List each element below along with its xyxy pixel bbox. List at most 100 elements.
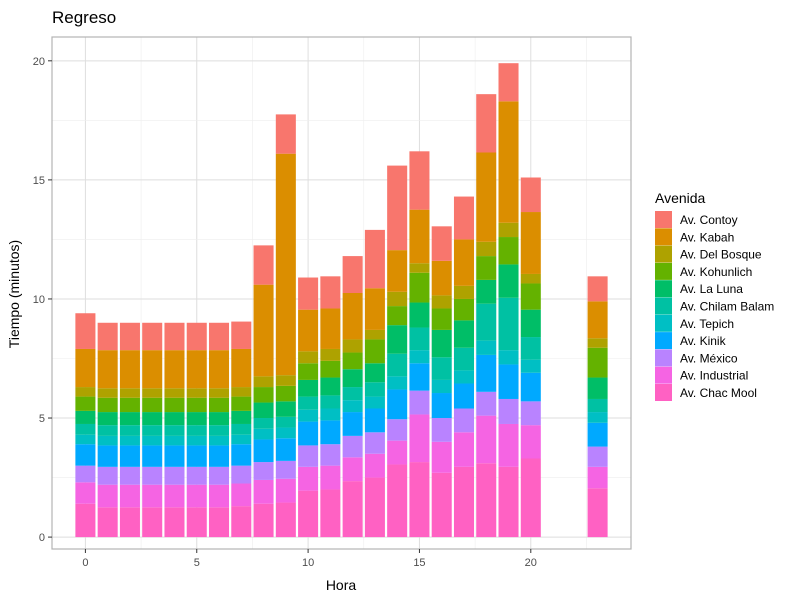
bar-segment <box>253 245 274 285</box>
bar-segment <box>142 397 163 413</box>
bar-segment <box>231 434 252 445</box>
bar-segment <box>97 322 118 351</box>
bar-segment <box>253 503 274 538</box>
bar-segment <box>431 379 452 394</box>
bar-segment <box>498 350 519 365</box>
bar-segment <box>342 457 363 482</box>
legend-label: Av. México <box>680 351 738 365</box>
bar-segment <box>409 302 430 328</box>
bar-segment <box>186 350 207 389</box>
bar-segment <box>75 465 96 483</box>
bar-segment <box>520 337 541 360</box>
bar-segment <box>208 412 230 426</box>
bar-segment <box>453 466 475 538</box>
bar-segment <box>97 445 118 467</box>
bar-segment <box>275 478 296 503</box>
bar-segment <box>164 445 185 467</box>
legend-label: Av. Industrial <box>680 369 748 383</box>
bar-segment <box>409 350 430 364</box>
bar-segment <box>231 506 252 538</box>
chart-title: Regreso <box>52 8 116 27</box>
bar-segment <box>253 376 274 388</box>
bar-segment <box>97 425 118 436</box>
bar-segment <box>453 285 475 299</box>
bar-segment <box>231 321 252 349</box>
bar-segment <box>409 151 430 210</box>
legend-swatch <box>655 262 672 280</box>
bar-segment <box>587 446 608 467</box>
bar-segment <box>387 306 408 326</box>
bar-segment <box>364 408 385 433</box>
bar-segment <box>186 466 207 485</box>
y-tick-label: 10 <box>33 294 45 306</box>
bar-segment <box>164 425 185 436</box>
bar-segment <box>364 382 385 397</box>
bar-segment <box>409 209 430 264</box>
bar-segment <box>476 340 497 355</box>
bar-segment <box>97 397 118 413</box>
bar-segment <box>97 466 118 485</box>
bar-segment <box>164 350 185 389</box>
bar-segment <box>453 196 475 240</box>
bar-segment <box>387 376 408 390</box>
legend-label: Av. La Luna <box>680 282 743 296</box>
x-tick-label: 10 <box>302 557 314 569</box>
legend-label: Av. Tepich <box>680 317 734 331</box>
bar-segment <box>208 350 230 389</box>
bar-segment <box>186 507 207 538</box>
bar-segment <box>253 402 274 419</box>
bar-segment <box>75 313 96 349</box>
bar-segment <box>431 308 452 330</box>
bar-segment <box>231 465 252 484</box>
bar-segment <box>587 488 608 538</box>
bar-segment <box>142 484 163 508</box>
bar-segment <box>186 445 207 467</box>
bar-segment <box>142 425 163 436</box>
bar-segment <box>142 412 163 426</box>
bar-segment <box>320 420 341 445</box>
bar-segment <box>409 363 430 391</box>
bar-segment <box>387 165 408 251</box>
bar-segment <box>342 400 363 413</box>
bars <box>75 63 608 538</box>
legend-title: Avenida <box>655 190 706 206</box>
bar-segment <box>253 284 274 377</box>
bar-segment <box>476 303 497 341</box>
x-tick-label: 15 <box>413 557 425 569</box>
bar-segment <box>208 507 230 538</box>
bar-segment <box>75 410 96 424</box>
bar-segment <box>342 293 363 340</box>
bar-segment <box>498 423 519 467</box>
bar-segment <box>320 408 341 421</box>
bar-segment <box>364 396 385 409</box>
bar-segment <box>587 466 608 489</box>
bar-segment <box>431 441 452 473</box>
bar-segment <box>476 256 497 280</box>
bar-segment <box>186 484 207 508</box>
bar-segment <box>164 507 185 538</box>
bar-segment <box>164 484 185 508</box>
bar-segment <box>520 458 541 538</box>
legend-swatch <box>655 384 672 401</box>
bar-segment <box>453 432 475 467</box>
x-tick-label: 20 <box>525 557 537 569</box>
bar-segment <box>164 412 185 426</box>
bar-segment <box>364 477 385 538</box>
bar-segment <box>275 416 296 428</box>
bar-segment <box>364 329 385 340</box>
legend-swatch <box>655 314 672 332</box>
x-tick-label: 5 <box>194 557 200 569</box>
bar-segment <box>498 398 519 424</box>
bar-segment <box>208 388 230 398</box>
bar-segment <box>431 295 452 309</box>
bar-segment <box>587 338 608 348</box>
bar-segment <box>387 419 408 441</box>
bar-segment <box>387 464 408 538</box>
bar-segment <box>453 320 475 348</box>
bar-segment <box>409 263 430 273</box>
bar-segment <box>186 322 207 351</box>
bar-segment <box>75 434 96 445</box>
bar-segment <box>431 393 452 419</box>
bar-segment <box>409 327 430 351</box>
